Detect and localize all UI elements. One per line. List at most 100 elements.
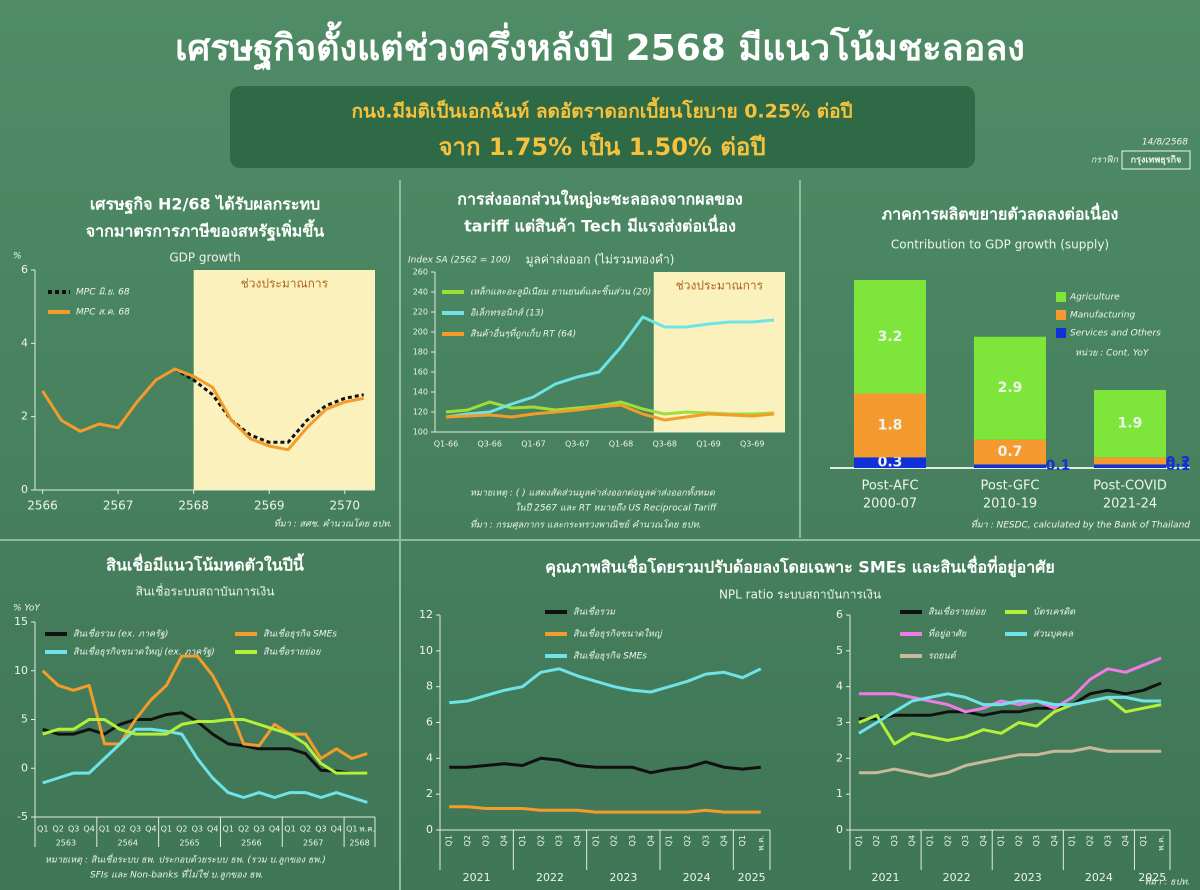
x-tick-label: Q3-68 <box>652 440 676 449</box>
legend-label: รถยนต์ <box>928 651 958 662</box>
x-tick-label: Q4 <box>646 835 655 846</box>
series-line <box>858 746 1162 778</box>
chart-title: คุณภาพสินเชื่อโดยรวมปรับด้อยลงโดยเฉพาะ S… <box>545 556 1055 579</box>
x-tick-label: Q3-67 <box>565 440 589 449</box>
x-tick-label: Q2 <box>1014 835 1023 846</box>
y-tick-label: 6 <box>21 263 28 276</box>
x-tick-label: Q3 <box>701 835 710 846</box>
group-label: 2564 <box>118 839 138 848</box>
x-tick-sublabel: 2000-07 <box>863 497 917 512</box>
y-tick-label: 200 <box>413 328 428 337</box>
x-tick-label: Q2 <box>943 835 952 846</box>
page-title: เศรษฐกิจตั้งแต่ช่วงครึ่งหลังปี 2568 มีแน… <box>175 21 1025 71</box>
chart-title: จากมาตรการภาษีของสหรัฐเพิ่มขึ้น <box>86 219 325 242</box>
y-tick-label: 0 <box>21 483 28 496</box>
chart-subtitle: GDP growth <box>169 251 240 265</box>
bar-segment <box>854 393 926 458</box>
x-tick-sublabel: 2010-19 <box>983 497 1037 512</box>
x-tick-label: Q3-66 <box>477 440 501 449</box>
y-axis-label: % <box>13 252 22 262</box>
x-tick-label: Q2 <box>176 825 187 834</box>
y-tick-label: 140 <box>413 388 428 397</box>
forecast-shade <box>193 270 375 490</box>
data-label: 1.8 <box>878 417 903 433</box>
group-label: 2022 <box>536 871 564 884</box>
x-tick-label: Q2 <box>536 835 545 846</box>
y-tick-label: 10 <box>14 664 28 677</box>
y-tick-label: 240 <box>413 288 428 297</box>
brand-box <box>1121 150 1191 170</box>
x-tick-label: Q4 <box>720 835 729 846</box>
bar-segment <box>1094 457 1166 465</box>
banner-line: จาก 1.75% เป็น 1.50% ต่อปี <box>438 132 765 161</box>
x-tick-label: Q2 <box>114 825 125 834</box>
x-tick-label: Post-AFC <box>861 479 918 494</box>
group-label: 2567 <box>303 839 323 848</box>
data-label: 1.9 <box>1118 416 1143 432</box>
legend-label: ส่วนบุคคล <box>1033 630 1073 640</box>
x-tick-label: Q4 <box>1050 835 1059 846</box>
group-label: 2021 <box>872 871 900 884</box>
group-label: 2566 <box>241 839 261 848</box>
x-tick-label: Q4 <box>500 835 509 846</box>
y-tick-label: 5 <box>836 644 843 657</box>
x-tick-label: Post-COVID <box>1093 479 1167 494</box>
x-tick-label: Q1 <box>518 835 527 846</box>
data-label: 0.1 <box>1166 458 1191 474</box>
chart-title: สินเชื่อมีแนวโน้มหดตัวในปีนี้ <box>106 553 304 575</box>
y-tick-label: 220 <box>413 308 428 317</box>
x-tick-label: Q4 <box>1121 835 1130 846</box>
data-label: 0.2 <box>1166 454 1191 470</box>
bar-segment <box>974 464 1046 468</box>
x-tick-label: Q1 <box>161 825 172 834</box>
banner-line: กนง.มีมติเป็นเอกฉันท์ ลดอัตราดอกเบี้ยนโย… <box>351 97 852 123</box>
series-line <box>449 667 762 705</box>
legend-label: สินเชื่อรายย่อย <box>928 605 986 618</box>
y-tick-label: 12 <box>419 608 433 621</box>
legend-label: สินเชื่อธุรกิจขนาดใหญ่ <box>573 627 663 640</box>
group-label: 2025 <box>738 871 766 884</box>
x-tick-label: Q1 <box>1068 835 1077 846</box>
data-label: 0.1 <box>1046 458 1071 474</box>
x-tick-label: Q2 <box>52 825 63 834</box>
chart-subtitle: สินเชื่อระบบสถาบันการเงิน <box>136 583 275 599</box>
y-tick-label: -5 <box>17 810 28 823</box>
y-tick-label: 260 <box>413 268 428 277</box>
x-tick-label: Q1 <box>37 825 48 834</box>
legend-label: เหล็กและอะลูมิเนียม ยานยนต์และชิ้นส่วน (… <box>470 285 651 298</box>
series-line <box>42 718 368 775</box>
group-label: 2025 <box>1138 871 1166 884</box>
y-tick-label: 2 <box>426 787 433 800</box>
y-tick-label: 0 <box>426 823 433 836</box>
y-tick-label: 10 <box>419 644 433 657</box>
x-tick-label: Q4 <box>331 825 342 834</box>
x-tick-label: Q1 <box>591 835 600 846</box>
x-tick-label: Q3-69 <box>740 440 764 449</box>
x-tick-label: Q1 <box>854 835 863 846</box>
x-tick-label: Q1 <box>99 825 110 834</box>
legend-label: MPC มิ.ย. 68 <box>76 287 130 298</box>
y-tick-label: 120 <box>413 408 428 417</box>
x-tick-label: Q3 <box>68 825 79 834</box>
x-tick-label: Q3 <box>890 835 899 846</box>
x-tick-label: Q1 <box>926 835 935 846</box>
chart-subtitle: Contribution to GDP growth (supply) <box>891 238 1109 252</box>
legend-label: MPC ส.ค. 68 <box>76 308 130 318</box>
group-label: 2024 <box>683 871 711 884</box>
x-tick-label: Q4 <box>979 835 988 846</box>
y-tick-label: 4 <box>21 336 28 349</box>
legend-label: สินเชื่อรวม <box>573 605 616 618</box>
series-line <box>42 711 368 775</box>
legend-label: สินเชื่อธุรกิจ SMEs <box>263 627 337 640</box>
x-tick-label: Q4 <box>908 835 917 846</box>
group-label: 2023 <box>609 871 637 884</box>
x-tick-label: 2570 <box>330 499 361 513</box>
bar-segment <box>974 439 1046 465</box>
x-tick-label: Q1-67 <box>521 440 545 449</box>
x-tick-label: Q3 <box>130 825 141 834</box>
legend-label: ที่อยู่อาศัย <box>928 627 967 640</box>
x-tick-label: Q4 <box>573 835 582 846</box>
chart-subtitle: NPL ratio ระบบสถาบันการเงิน <box>719 588 881 602</box>
y-tick-label: 3 <box>836 716 843 729</box>
legend-label: อิเล็กทรอนิกส์ (13) <box>470 307 544 319</box>
